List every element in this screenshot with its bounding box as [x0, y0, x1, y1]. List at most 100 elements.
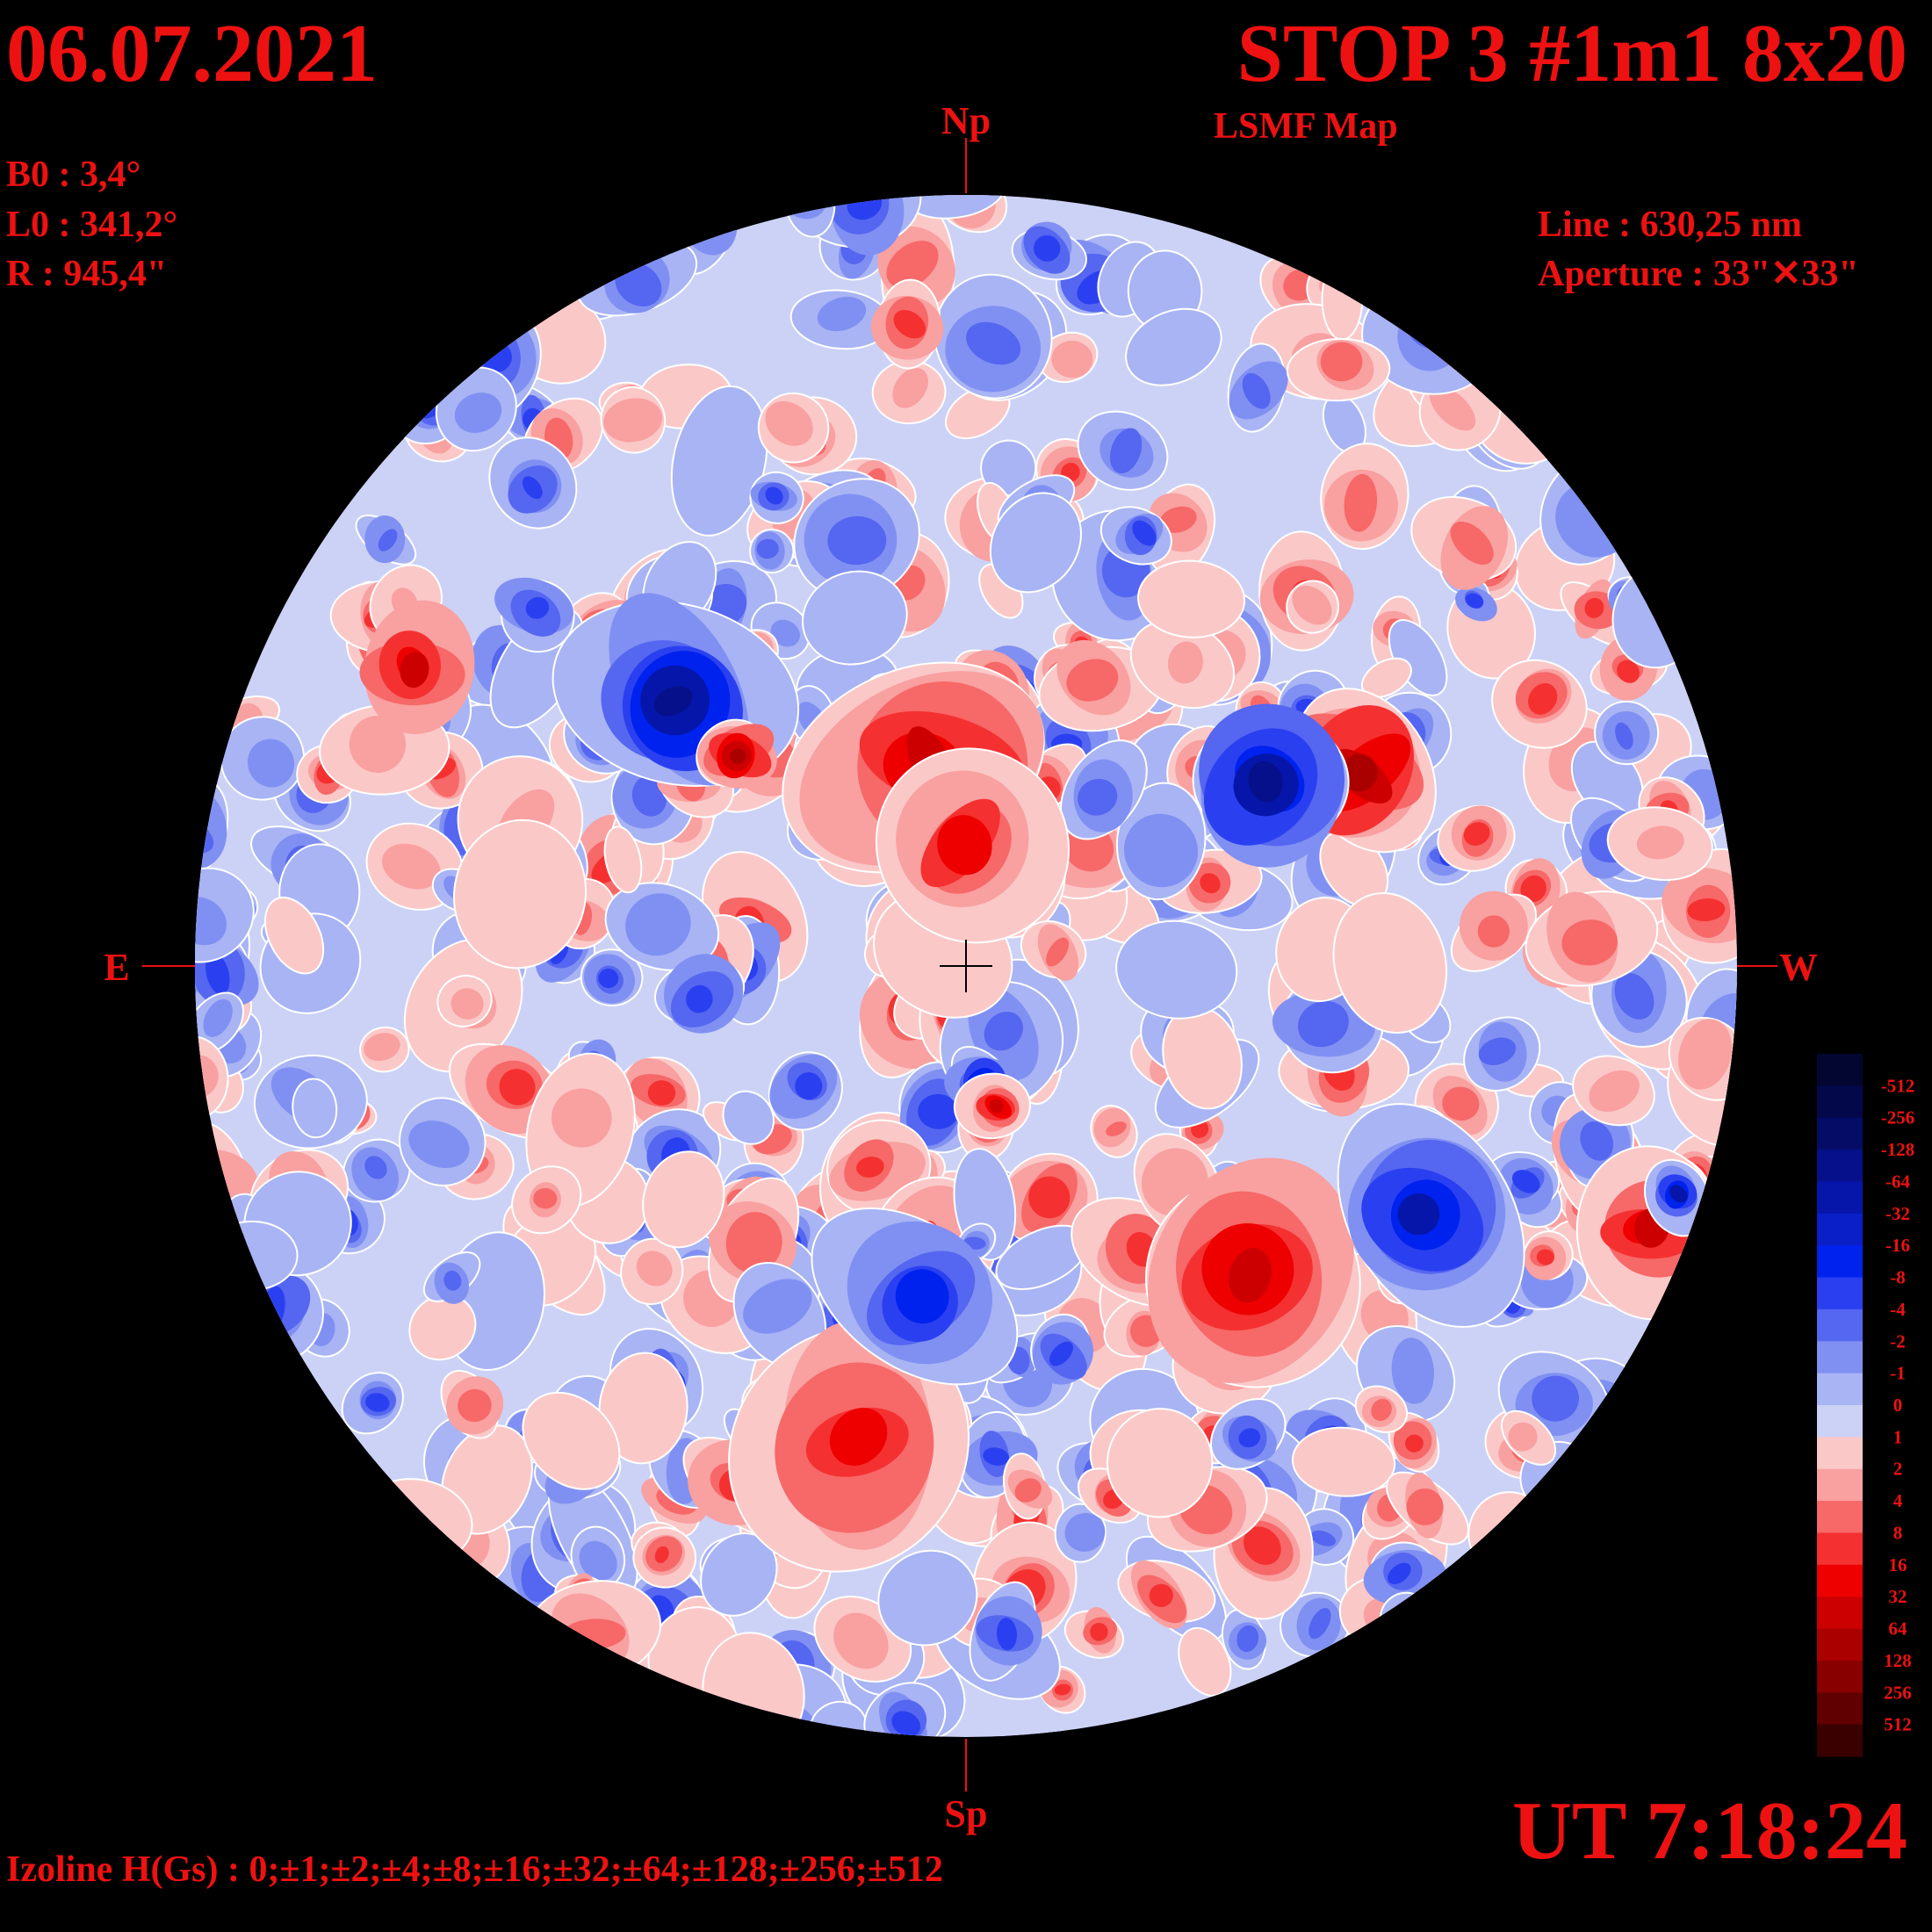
field-patch	[364, 1033, 400, 1062]
field-patch	[1132, 520, 1157, 546]
field-patch	[365, 1393, 390, 1412]
field-patch	[1391, 1337, 1435, 1404]
colorbar-label: -2	[1890, 1330, 1906, 1352]
field-patch	[1244, 1526, 1281, 1565]
field-patch	[1125, 307, 1222, 386]
field-patch	[984, 1012, 1023, 1051]
colorbar-label: 16	[1889, 1554, 1907, 1575]
field-patch	[408, 1294, 477, 1361]
izoline: Izoline H(Gs) : 0;±1;±2;±4;±8;±16;±32;±6…	[6, 1849, 943, 1890]
field-patch	[1236, 1625, 1259, 1653]
field-patch	[1405, 1434, 1424, 1453]
field-patch	[1678, 1019, 1733, 1090]
field-patch	[653, 686, 693, 717]
colorbar-label: -16	[1885, 1235, 1910, 1256]
field-patch	[1614, 973, 1654, 1020]
field-patch	[1442, 1086, 1480, 1121]
field-patch	[801, 570, 908, 666]
field-patch	[400, 652, 429, 688]
colorbar-band	[1817, 1437, 1863, 1470]
field-patch	[670, 385, 768, 537]
field-patch	[1669, 1185, 1688, 1203]
field-patch	[1310, 1530, 1337, 1546]
line: Line : 630,25 nm	[1538, 205, 1802, 245]
colorbar-label: 2	[1893, 1459, 1903, 1480]
field-patch	[1636, 825, 1684, 860]
colorbar-band	[1817, 1628, 1863, 1662]
field-patch	[1332, 892, 1448, 1034]
field-patch	[1064, 1512, 1106, 1552]
colorbar-band	[1817, 1213, 1863, 1246]
field-patch	[1106, 1121, 1127, 1136]
field-patch	[522, 1391, 621, 1490]
field-patch	[636, 1251, 673, 1287]
field-patch	[983, 1447, 1010, 1466]
colorbar-band	[1817, 1308, 1863, 1342]
field-patch	[770, 619, 800, 647]
field-patch	[1297, 1000, 1349, 1048]
field-patch	[1200, 873, 1221, 894]
south: Sp	[945, 1792, 988, 1835]
field-patch	[1115, 919, 1238, 1020]
colorbar-label: 8	[1893, 1522, 1903, 1543]
field-patch	[443, 1270, 462, 1291]
field-patch	[1687, 898, 1726, 922]
field-patch	[408, 1121, 470, 1169]
colorbar-label: 512	[1884, 1714, 1912, 1735]
field-patch	[795, 1072, 823, 1100]
field-patch	[1014, 1478, 1042, 1503]
b0: B0 : 3,4°	[6, 155, 141, 195]
time: UT 7:18:24	[1512, 1785, 1907, 1877]
field-patch	[1308, 1607, 1331, 1640]
field-patch	[195, 897, 227, 946]
field-patch	[1371, 1398, 1392, 1422]
field-patch	[603, 398, 663, 443]
field-patch	[829, 1408, 888, 1466]
field-patch	[893, 309, 926, 339]
field-patch	[1520, 875, 1546, 903]
date: 06.07.2021	[6, 8, 378, 99]
field-patch	[743, 1279, 812, 1334]
colorbar-band	[1817, 1405, 1863, 1438]
field-patch	[1508, 1422, 1538, 1452]
field-patch	[1229, 1248, 1272, 1303]
aperture: Aperture : 33"✕33"	[1538, 254, 1859, 294]
field-patch	[654, 1546, 669, 1563]
colorbar-label: 256	[1884, 1682, 1912, 1703]
field-patch	[1532, 1375, 1580, 1422]
field-patch	[1123, 813, 1199, 888]
field-patch	[1137, 559, 1246, 638]
colorbar-label: -128	[1881, 1139, 1915, 1160]
field-patch	[382, 843, 441, 890]
field-patch	[1106, 1408, 1214, 1518]
field-patch	[1465, 593, 1484, 609]
field-patch	[205, 953, 230, 995]
field-patch	[525, 596, 550, 619]
field-patch	[1149, 1583, 1173, 1607]
field-patch	[292, 1078, 338, 1139]
field-patch	[1049, 1341, 1073, 1366]
east: E	[104, 946, 129, 989]
title: STOP 3 #1m1 8x20	[1237, 8, 1907, 99]
radius: R : 945,4"	[6, 254, 167, 294]
field-patch	[1584, 597, 1604, 618]
field-patch	[833, 1612, 889, 1669]
north: Np	[941, 99, 991, 142]
field-patch	[1450, 521, 1494, 565]
colorbar-band	[1817, 1468, 1863, 1502]
field-patch	[1078, 778, 1118, 816]
field-patch	[598, 969, 619, 989]
field-patch	[642, 1150, 725, 1249]
field-patch	[1580, 1121, 1614, 1161]
field-patch	[603, 825, 643, 894]
field-patch	[1477, 915, 1510, 948]
field-patch	[877, 1549, 978, 1647]
field-patch	[989, 1099, 1004, 1114]
field-patch	[937, 815, 992, 876]
colorbar-band	[1817, 1597, 1863, 1630]
field-patch	[1397, 1193, 1440, 1236]
l0: L0 : 341,2°	[6, 205, 177, 245]
field-patch	[1292, 585, 1332, 625]
field-patch	[247, 739, 295, 788]
colorbar-band	[1817, 1054, 1863, 1086]
